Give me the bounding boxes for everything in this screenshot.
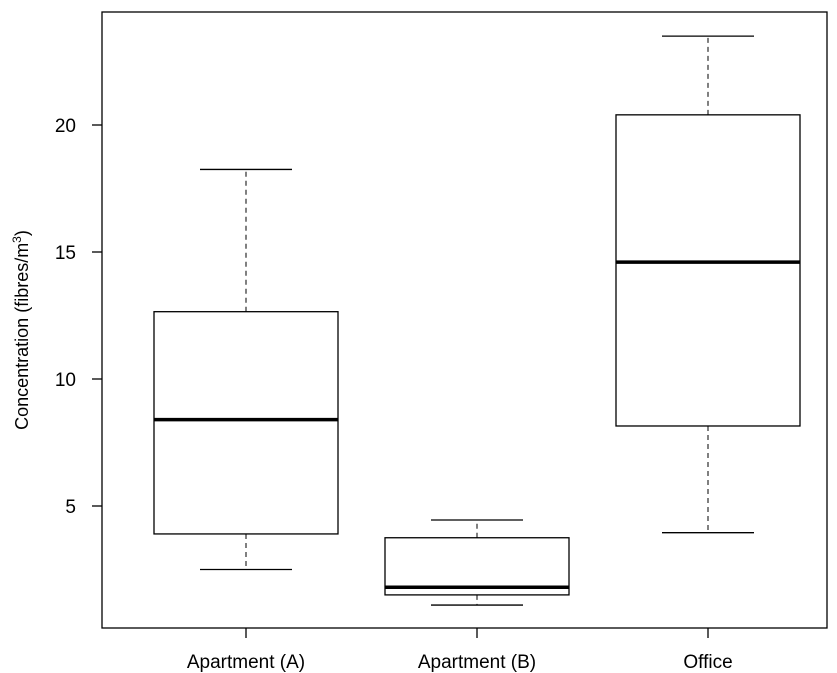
y-axis-title-superscript: 3 (10, 236, 24, 243)
y-axis: 5 10 15 20 (55, 116, 102, 518)
y-tick-label: 5 (65, 497, 76, 518)
iqr-box (615, 114, 801, 427)
plot-frame (101, 11, 828, 629)
x-category-label: Office (683, 652, 732, 673)
iqr-box (153, 311, 339, 535)
iqr-box (384, 537, 570, 596)
y-tick-label: 10 (55, 370, 76, 391)
x-category-label: Apartment (B) (418, 652, 536, 673)
y-tick-label: 20 (55, 116, 76, 137)
y-axis-title: Concentration (fibres/m3) (10, 230, 32, 430)
x-category-label: Apartment (A) (187, 652, 305, 673)
x-axis: Apartment (A) Apartment (B) Office (187, 628, 733, 673)
boxes (153, 35, 801, 606)
y-tick-label: 15 (55, 243, 76, 264)
